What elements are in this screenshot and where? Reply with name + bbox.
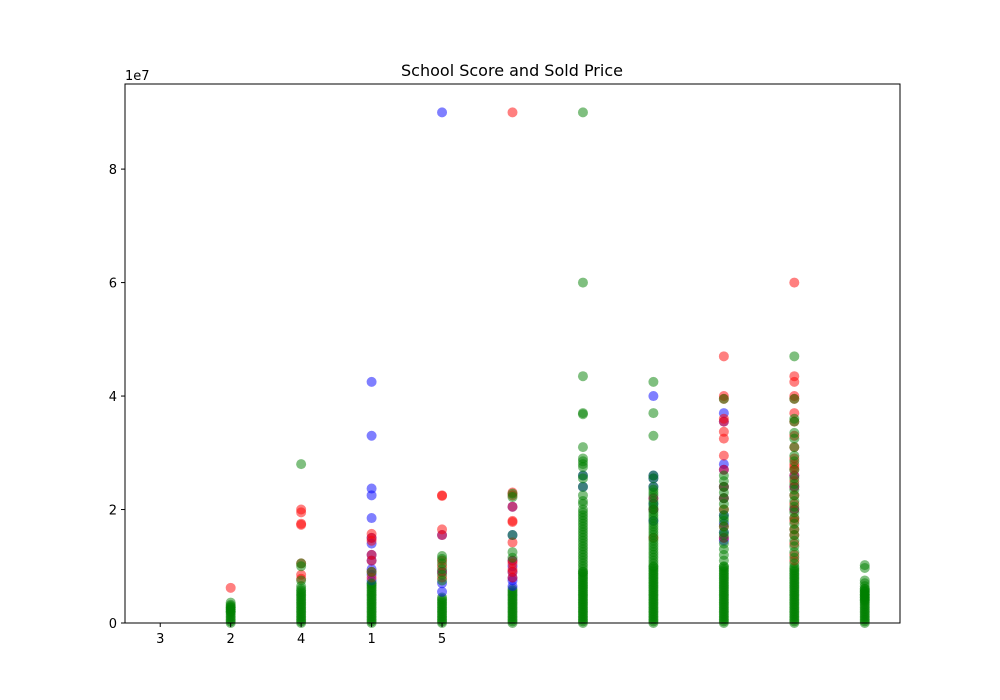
y-axis-offset-label: 1e7 [125, 69, 150, 84]
scatter-point [648, 376, 659, 387]
scatter-point [225, 582, 236, 593]
scatter-point [577, 461, 588, 472]
scatter-point [577, 371, 588, 382]
scatter-point [366, 555, 377, 566]
scatter-point [648, 561, 659, 572]
scatter-point [718, 450, 729, 461]
y-tick-label: 4 [109, 390, 117, 405]
scatter-point [718, 351, 729, 362]
scatter-point [789, 456, 800, 467]
scatter-point [648, 430, 659, 441]
y-tick-label: 6 [109, 277, 117, 292]
scatter-point [225, 606, 236, 617]
scatter-point [718, 561, 729, 572]
x-tick-label: 5 [438, 632, 446, 647]
scatter-point [296, 459, 307, 470]
scatter-point [296, 561, 307, 572]
scatter-point [366, 490, 377, 501]
y-tick-label: 8 [109, 163, 117, 178]
scatter-point [789, 376, 800, 387]
scatter-point [507, 107, 518, 118]
scatter-point [366, 513, 377, 524]
scatter-point [859, 595, 870, 606]
scatter-point [366, 535, 377, 546]
scatter-point [507, 492, 518, 503]
scatter-point [366, 430, 377, 441]
scatter-point [577, 442, 588, 453]
scatter-point [648, 473, 659, 484]
scatter-point [437, 107, 448, 118]
scatter-point [507, 530, 518, 541]
scatter-point [507, 581, 518, 592]
scatter-point [718, 416, 729, 427]
scatter-point [789, 351, 800, 362]
scatter-point [507, 517, 518, 528]
y-tick-label: 2 [109, 504, 117, 519]
scatter-point [859, 562, 870, 573]
chart-title: School Score and Sold Price [401, 61, 623, 80]
scatter-point [366, 578, 377, 589]
plot-frame [124, 83, 901, 624]
x-tick-label: 1 [367, 632, 375, 647]
scatter-point [789, 558, 800, 569]
y-tick-label: 0 [109, 617, 117, 632]
scatter-point [718, 393, 729, 404]
scatter-point [789, 433, 800, 444]
scatter-point [507, 537, 518, 548]
scatter-point [718, 433, 729, 444]
scatter-point [789, 442, 800, 453]
scatter-point [296, 507, 307, 518]
scatter-point [507, 552, 518, 563]
x-tick-label: 4 [297, 632, 305, 647]
scatter-point [648, 391, 659, 402]
scatter-point [437, 575, 448, 586]
scatter-point [437, 530, 448, 541]
scatter-point [507, 572, 518, 583]
scatter-point [577, 566, 588, 577]
axes-layer: 3 2 4 1 5 0 2 4 6 8 [109, 83, 901, 647]
x-tick-label: 2 [227, 632, 235, 647]
scatter-point [577, 277, 588, 288]
scatter-point [577, 481, 588, 492]
scatter-point [296, 581, 307, 592]
x-tick-label: 3 [156, 632, 164, 647]
scatter-point [437, 490, 448, 501]
scatter-point [577, 473, 588, 484]
scatter-point [577, 409, 588, 420]
scatter-point [296, 519, 307, 530]
scatter-point [507, 501, 518, 512]
scatter-point [789, 277, 800, 288]
points-layer [225, 107, 870, 628]
scatter-point [718, 530, 729, 541]
scatter-point [577, 107, 588, 118]
scatter-point [437, 586, 448, 597]
scatter-point [789, 393, 800, 404]
scatter-point [366, 376, 377, 387]
scatter-point [648, 408, 659, 419]
scatter-point [366, 566, 377, 577]
scatter-point [789, 464, 800, 475]
scatter-point [789, 416, 800, 427]
